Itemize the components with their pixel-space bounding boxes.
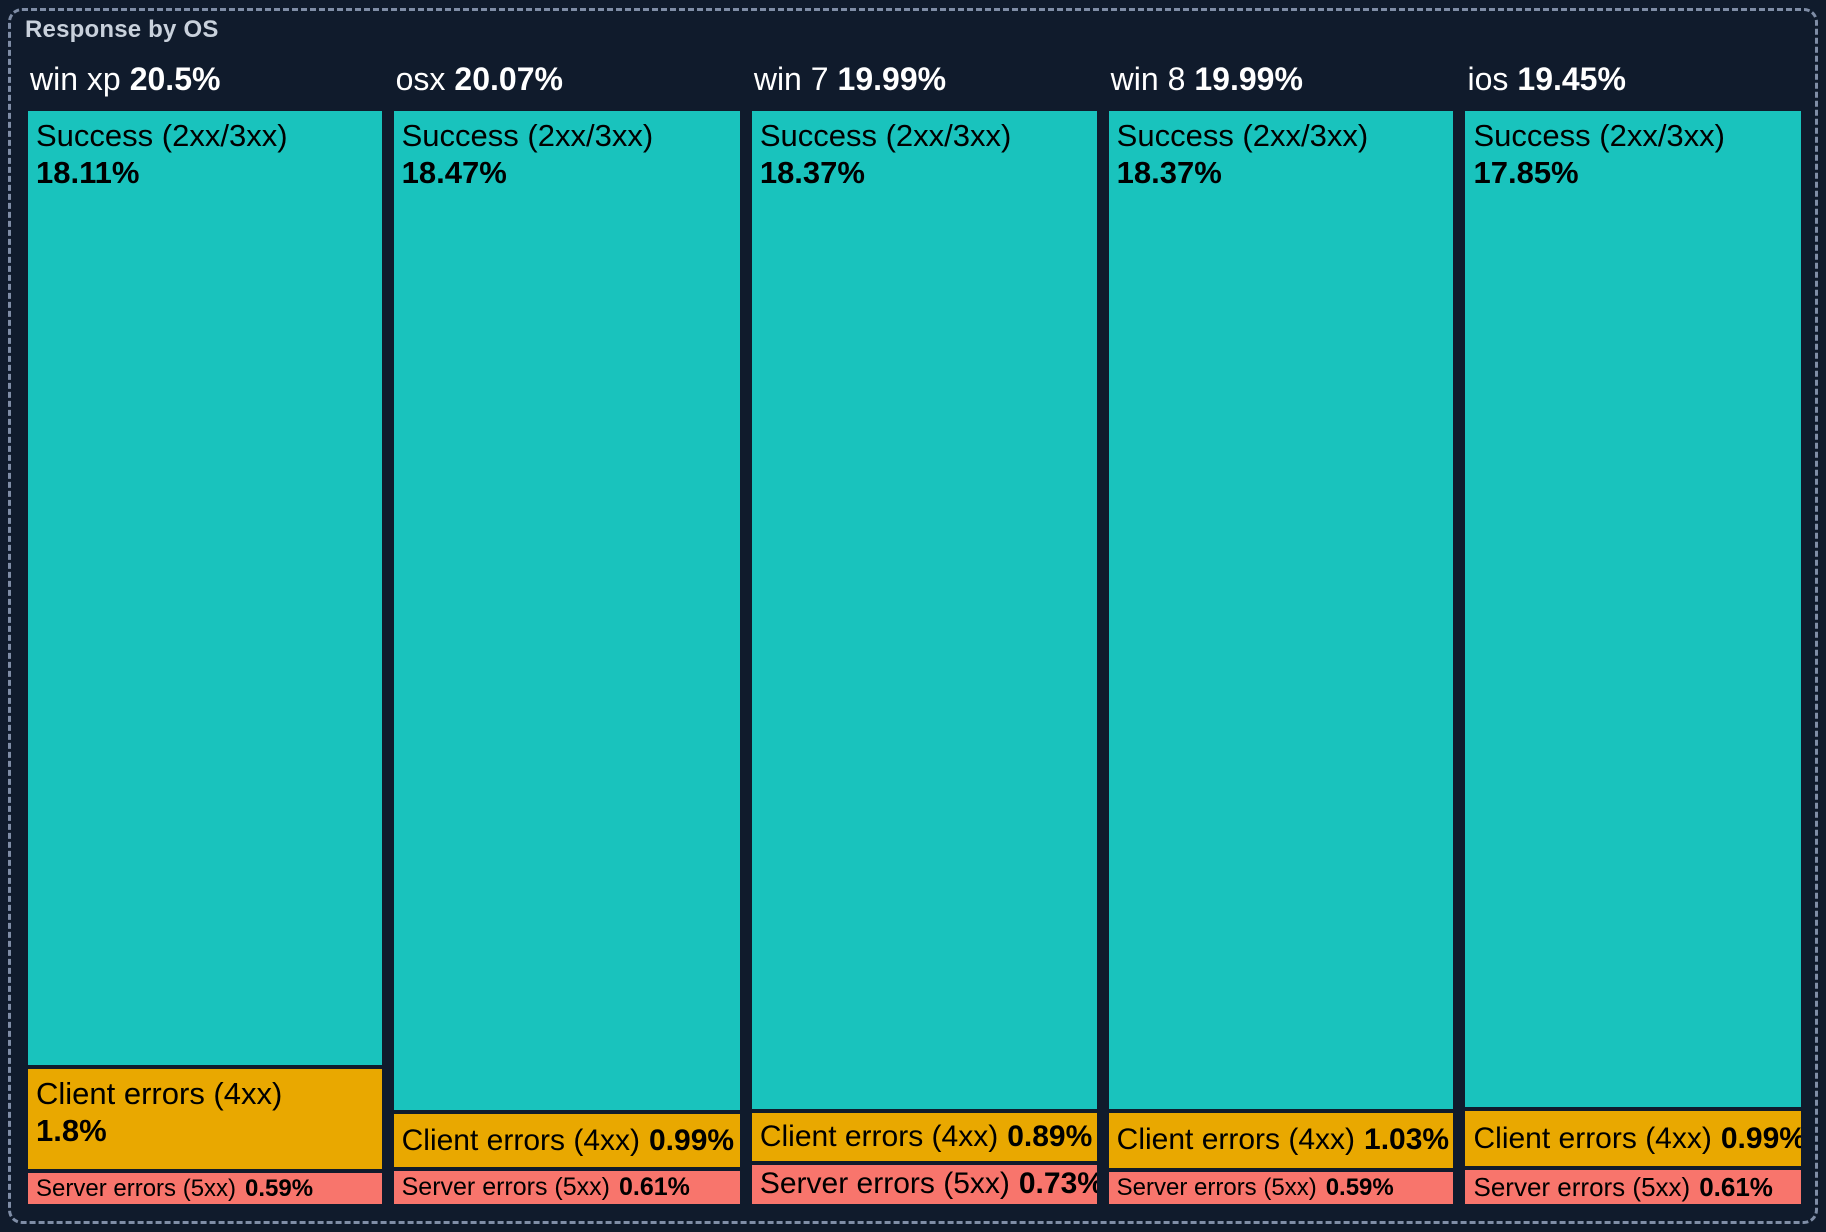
os-total-percent: 19.99%	[837, 61, 947, 97]
segment-success[interactable]: Success (2xx/3xx) 18.47%	[393, 111, 740, 1110]
panel-title[interactable]: Response by OS	[25, 16, 219, 43]
column-header-osx: osx 20.07%	[394, 61, 740, 111]
os-name: osx	[395, 61, 446, 97]
segment-label: Success (2xx/3xx)	[401, 118, 654, 154]
segment-percent: 0.59%	[1325, 1174, 1394, 1202]
column-ios: ios 19.45% Success (2xx/3xx) 17.85% Clie…	[1465, 61, 1801, 1204]
os-name: win xp	[30, 61, 121, 97]
segment-percent: 0.89%	[1007, 1119, 1093, 1153]
segment-label: Server errors (5xx)	[1473, 1171, 1691, 1202]
segment-percent: 17.85%	[1473, 155, 1579, 191]
segment-server-errors[interactable]: Server errors (5xx) 0.61%	[393, 1171, 740, 1204]
os-name: win 8	[1110, 61, 1186, 97]
os-total-percent: 19.99%	[1194, 61, 1303, 97]
os-total-percent: 19.45%	[1517, 61, 1626, 97]
segment-client-errors[interactable]: Client errors (4xx) 0.99%	[393, 1114, 740, 1168]
column-osx: osx 20.07% Success (2xx/3xx) 18.47% Clie…	[393, 61, 740, 1204]
segment-label: Client errors (4xx)	[401, 1123, 640, 1157]
column-stack: Success (2xx/3xx) 18.37% Client errors (…	[1108, 111, 1454, 1205]
segment-client-errors[interactable]: Client errors (4xx) 1.8%	[28, 1068, 382, 1170]
os-name: win 7	[753, 61, 829, 97]
segment-label: Client errors (4xx)	[36, 1075, 283, 1111]
segment-server-errors[interactable]: Server errors (5xx) 0.73%	[751, 1164, 1097, 1204]
segment-percent: 0.61%	[619, 1173, 690, 1202]
segment-server-errors[interactable]: Server errors (5xx) 0.59%	[28, 1173, 382, 1204]
column-header-win-xp: win xp 20.5%	[28, 61, 382, 111]
os-total-percent: 20.5%	[129, 61, 221, 97]
os-name: ios	[1467, 61, 1509, 97]
segment-success[interactable]: Success (2xx/3xx) 18.37%	[751, 111, 1097, 1109]
segment-label: Server errors (5xx)	[1116, 1174, 1317, 1202]
column-win-7: win 7 19.99% Success (2xx/3xx) 18.37% Cl…	[751, 61, 1097, 1204]
segment-percent: 18.11%	[36, 155, 140, 191]
segment-label: Success (2xx/3xx)	[36, 118, 288, 154]
segment-client-errors[interactable]: Client errors (4xx) 0.99%	[1465, 1111, 1801, 1167]
segment-percent: 1.03%	[1364, 1123, 1450, 1157]
segment-percent: 18.37%	[1116, 155, 1222, 191]
segment-percent: 0.73%	[1018, 1167, 1097, 1201]
segment-percent: 0.99%	[1720, 1121, 1801, 1155]
segment-percent: 0.99%	[649, 1123, 735, 1157]
segment-client-errors[interactable]: Client errors (4xx) 0.89%	[751, 1112, 1097, 1161]
segment-percent: 18.47%	[401, 155, 507, 191]
column-header-win-8: win 8 19.99%	[1109, 61, 1454, 111]
segment-percent: 18.37%	[759, 155, 865, 191]
segment-percent: 0.59%	[245, 1174, 314, 1202]
segment-server-errors[interactable]: Server errors (5xx) 0.59%	[1108, 1172, 1454, 1205]
segment-percent: 0.61%	[1699, 1171, 1773, 1202]
column-win-xp: win xp 20.5% Success (2xx/3xx) 18.11% Cl…	[28, 61, 382, 1204]
response-by-os-treemap: win xp 20.5% Success (2xx/3xx) 18.11% Cl…	[28, 61, 1801, 1205]
segment-label: Success (2xx/3xx)	[1116, 118, 1369, 154]
segment-label: Server errors (5xx)	[759, 1167, 1010, 1201]
segment-client-errors[interactable]: Client errors (4xx) 1.03%	[1108, 1112, 1454, 1169]
segment-label: Client errors (4xx)	[1473, 1121, 1712, 1155]
segment-label: Client errors (4xx)	[759, 1119, 999, 1153]
column-header-win-7: win 7 19.99%	[752, 61, 1097, 111]
segment-label: Server errors (5xx)	[401, 1173, 610, 1202]
segment-percent: 1.8%	[36, 1113, 107, 1149]
segment-success[interactable]: Success (2xx/3xx) 17.85%	[1465, 111, 1801, 1108]
segment-success[interactable]: Success (2xx/3xx) 18.11%	[28, 111, 382, 1065]
segment-server-errors[interactable]: Server errors (5xx) 0.61%	[1465, 1170, 1801, 1204]
column-header-ios: ios 19.45%	[1465, 61, 1801, 111]
segment-label: Client errors (4xx)	[1116, 1123, 1356, 1157]
segment-label: Success (2xx/3xx)	[1473, 118, 1725, 154]
segment-label: Success (2xx/3xx)	[759, 118, 1012, 154]
os-total-percent: 20.07%	[454, 61, 563, 97]
segment-success[interactable]: Success (2xx/3xx) 18.37%	[1108, 111, 1454, 1109]
column-stack: Success (2xx/3xx) 18.11% Client errors (…	[28, 111, 382, 1204]
segment-label: Server errors (5xx)	[36, 1174, 237, 1202]
column-stack: Success (2xx/3xx) 17.85% Client errors (…	[1465, 111, 1801, 1204]
column-stack: Success (2xx/3xx) 18.37% Client errors (…	[751, 111, 1097, 1204]
column-win-8: win 8 19.99% Success (2xx/3xx) 18.37% Cl…	[1108, 61, 1454, 1205]
column-stack: Success (2xx/3xx) 18.47% Client errors (…	[393, 111, 740, 1204]
